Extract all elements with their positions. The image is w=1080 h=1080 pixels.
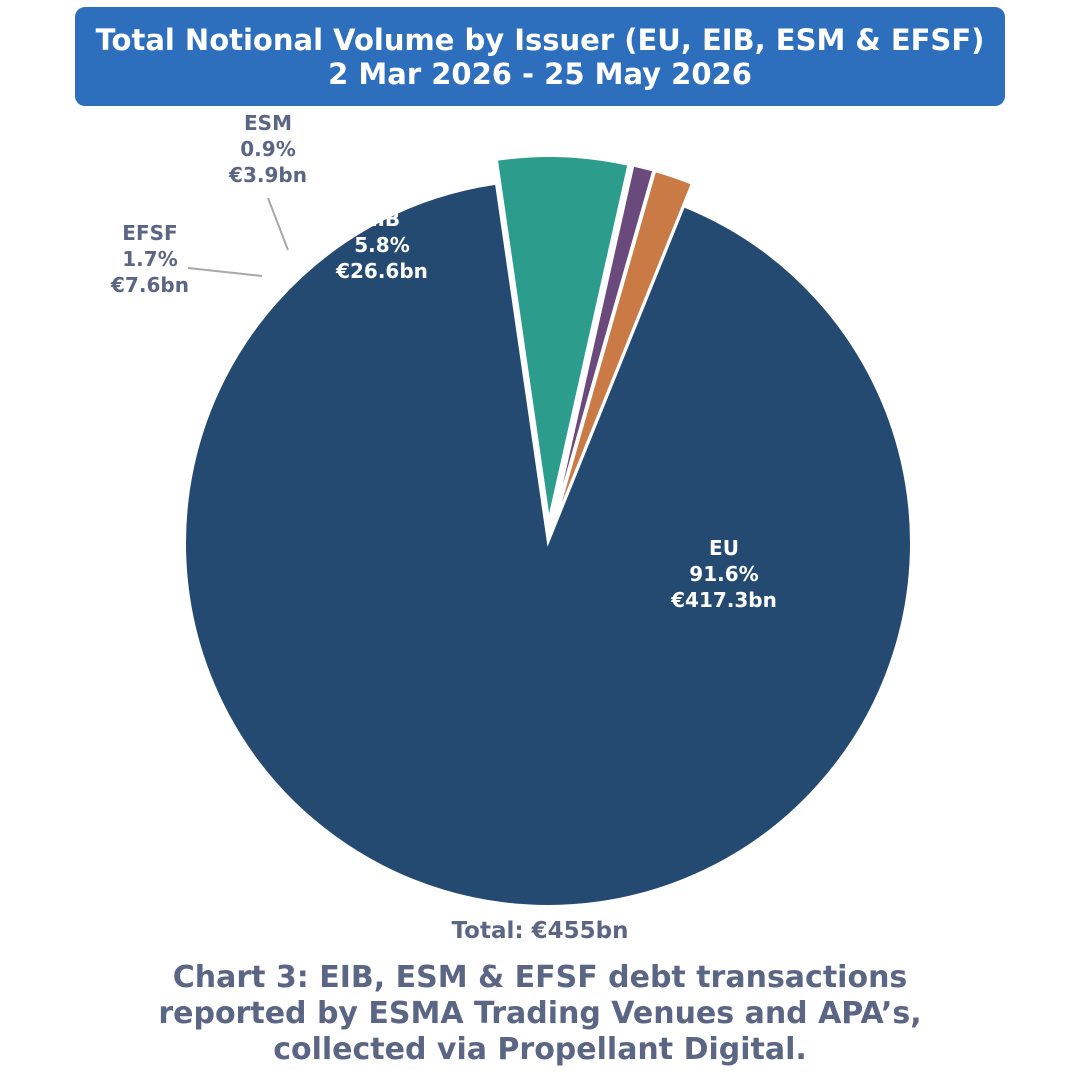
pie-slice-eib: [495, 155, 630, 520]
caption-line-2: reported by ESMA Trading Venues and APA’…: [158, 996, 922, 1031]
leader-line-efsf: [187, 267, 263, 277]
chart-subtitle: 2 Mar 2026 - 25 May 2026: [328, 56, 752, 91]
pie-slice-esm: [552, 164, 655, 521]
data-label-efsf: EFSF 1.7% €7.6bn: [110, 221, 189, 297]
data-label-esm: ESM 0.9% €3.9bn: [228, 111, 307, 187]
data-label-eib: EIB 5.8% €26.6bn: [335, 207, 428, 283]
leader-line-esm: [267, 197, 289, 251]
caption-line-1: Chart 3: EIB, ESM & EFSF debt transactio…: [172, 960, 908, 995]
pie-slice-efsf: [554, 169, 694, 521]
total-label: Total: €455bn: [451, 918, 629, 944]
data-label-eu: EU 91.6% €417.3bn: [670, 536, 777, 612]
chart-title-banner: Total Notional Volume by Issuer (EU, EIB…: [75, 7, 1005, 106]
chart-caption: Chart 3: EIB, ESM & EFSF debt transactio…: [0, 960, 1080, 1068]
chart-title: Total Notional Volume by Issuer (EU, EIB…: [95, 22, 985, 57]
caption-line-3: collected via Propellant Digital.: [273, 1032, 807, 1067]
pie-slice-eu: [184, 182, 912, 907]
